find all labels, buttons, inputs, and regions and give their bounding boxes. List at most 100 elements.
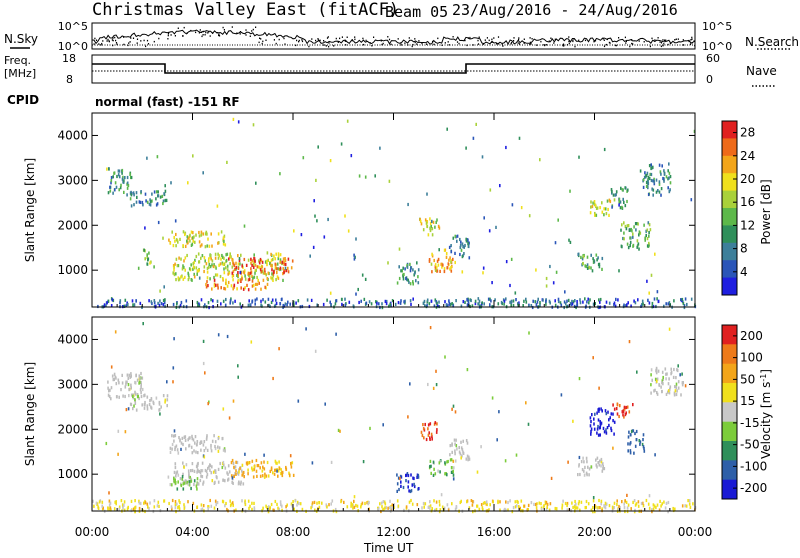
power-cell: [667, 302, 669, 306]
velocity-cell: [193, 449, 195, 453]
power-cell: [135, 200, 138, 204]
power-cell: [292, 300, 295, 304]
velocity-cell: [674, 389, 677, 393]
velocity-cell: [241, 469, 243, 473]
velocity-cell: [446, 473, 448, 477]
power-cell: [198, 302, 200, 306]
nsky-point: [400, 42, 402, 44]
power-cell: [358, 174, 361, 178]
power-cell: [159, 299, 161, 303]
power-cell: [136, 195, 138, 199]
velocity-cell: [153, 505, 156, 509]
power-cell: [660, 187, 663, 191]
velocity-cell: [655, 371, 658, 375]
velocity-cell: [509, 499, 511, 503]
velocity-cell: [138, 499, 140, 503]
power-cell: [334, 302, 337, 306]
velocity-cell: [117, 378, 120, 382]
power-cell: [266, 282, 269, 286]
velocity-cell: [294, 499, 297, 503]
velocity-cell: [450, 458, 453, 462]
colorbar-tick-label: 100: [740, 351, 763, 365]
nsky-point: [510, 43, 512, 45]
velocity-cell: [166, 404, 168, 408]
velocity-cell: [109, 506, 112, 510]
velocity-cell: [593, 427, 596, 431]
velocity-cell: [144, 400, 146, 405]
power-cell: [274, 257, 276, 261]
velocity-cell: [623, 405, 626, 409]
velocity-cell: [484, 501, 486, 505]
nsky-point: [153, 40, 155, 43]
velocity-cell: [171, 434, 173, 438]
power-cell: [200, 256, 202, 260]
power-cell: [119, 186, 122, 190]
power-cell: [659, 170, 662, 174]
power-cell: [601, 201, 603, 205]
power-cell: [642, 302, 644, 306]
velocity-cell: [667, 390, 669, 394]
power-cell: [175, 244, 177, 248]
velocity-cell: [388, 505, 391, 510]
nsky-point: [390, 43, 392, 46]
power-cell: [500, 300, 503, 305]
velocity-cell: [440, 493, 443, 497]
nsky-point: [667, 43, 669, 46]
velocity-cell: [134, 499, 136, 503]
power-cell: [208, 244, 211, 248]
velocity-cell: [305, 327, 307, 331]
nsky-point: [295, 44, 297, 47]
velocity-cell: [266, 460, 269, 465]
y-tick-label: 3000: [57, 377, 88, 391]
velocity-cell: [206, 448, 209, 452]
power-cell: [235, 267, 237, 271]
power-cell: [368, 300, 371, 304]
velocity-cell: [675, 382, 678, 386]
nsky-point: [317, 38, 319, 40]
nsky-point: [112, 37, 114, 39]
power-cell: [452, 257, 454, 261]
power-cell: [663, 304, 665, 308]
velocity-cell: [313, 500, 316, 504]
power-cell: [647, 179, 649, 183]
velocity-cell: [605, 428, 607, 432]
velocity-cell: [396, 489, 398, 493]
power-cell: [399, 301, 402, 305]
nsky-point: [296, 39, 298, 42]
power-cell: [287, 270, 290, 274]
velocity-cell: [124, 394, 126, 399]
freq-unit-label: [MHz]: [4, 67, 36, 80]
nsky-point: [208, 31, 210, 33]
velocity-cell: [669, 387, 671, 391]
power-cell: [690, 297, 693, 301]
velocity-cell: [185, 463, 188, 467]
power-cell: [474, 299, 477, 303]
velocity-cell: [276, 469, 278, 473]
velocity-cell: [409, 489, 412, 494]
power-cell: [276, 275, 279, 279]
velocity-cell: [140, 371, 142, 376]
power-cell: [665, 302, 667, 306]
velocity-cell: [267, 474, 270, 478]
velocity-cell: [451, 407, 453, 411]
nsky-point: [218, 35, 221, 37]
power-cell: [270, 300, 273, 304]
power-cell: [539, 303, 541, 307]
velocity-cell: [185, 447, 187, 451]
velocity-cell: [174, 506, 177, 510]
velocity-cell: [196, 505, 199, 509]
power-cell: [112, 191, 114, 195]
power-cell: [224, 243, 227, 247]
power-cell: [281, 260, 284, 264]
velocity-cell: [192, 501, 195, 505]
velocity-cell: [217, 480, 220, 484]
nsky-point: [380, 40, 382, 42]
power-cell: [181, 274, 183, 278]
velocity-cell: [575, 502, 577, 506]
velocity-cell: [136, 395, 139, 399]
velocity-cell: [136, 378, 139, 382]
velocity-cell: [396, 473, 398, 477]
power-cell: [375, 300, 377, 304]
power-cell: [478, 299, 481, 303]
velocity-cell: [214, 499, 217, 503]
